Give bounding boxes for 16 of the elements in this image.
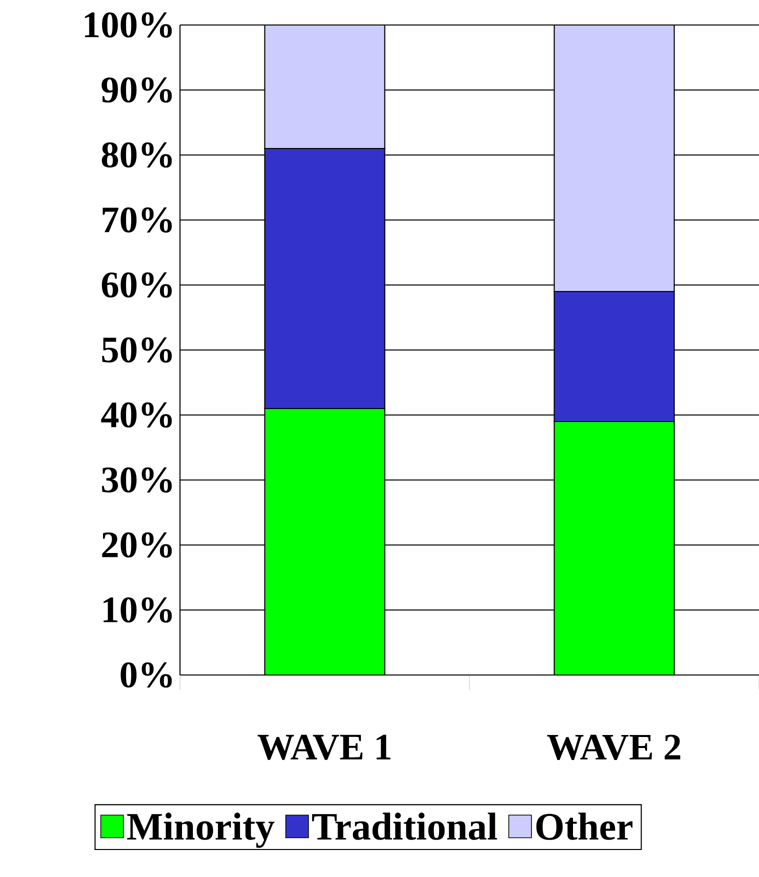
y-tick-label: 30% [102,467,172,493]
legend-label: Traditional [312,812,498,840]
legend-label: Other [536,812,632,840]
x-tick-label: WAVE 1 [258,734,390,760]
x-tick-label: WAVE 2 [547,734,680,760]
y-tick-label: 90% [102,77,172,103]
y-tick-label: 60% [102,272,172,298]
y-tick-label: 80% [102,142,172,168]
y-tick-label: 100% [84,12,172,38]
y-tick-label: 70% [102,207,172,233]
y-tick-label: 50% [102,337,172,363]
y-tick-label: 0% [120,662,172,688]
legend-label: Minority [127,812,274,848]
y-tick-label: 10% [104,597,172,623]
y-tick-label: 20% [102,532,172,558]
y-tick-label: 40% [101,402,172,428]
